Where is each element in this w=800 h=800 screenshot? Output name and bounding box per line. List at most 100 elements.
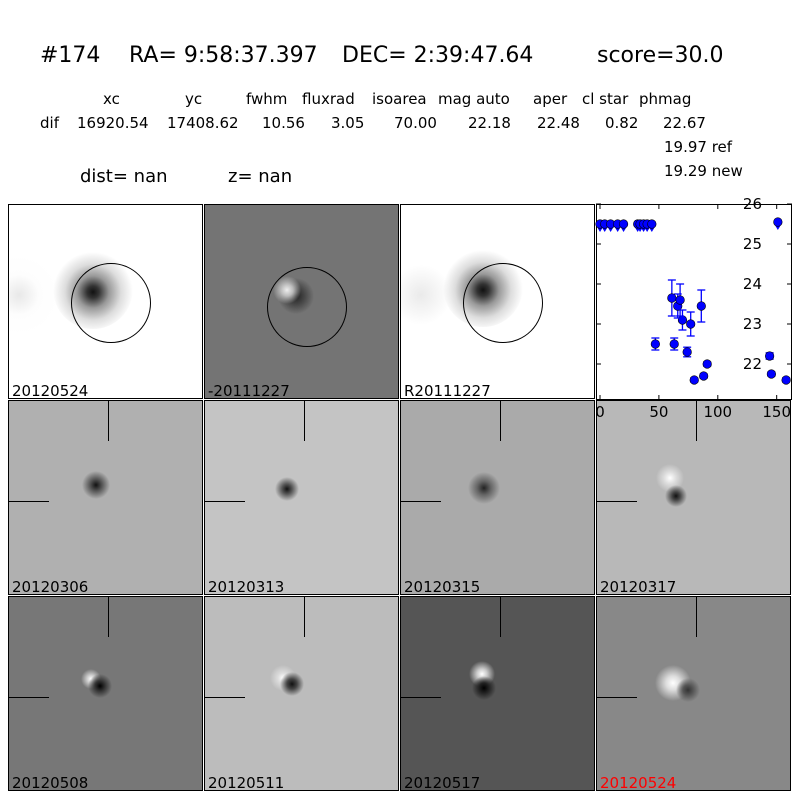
source-blob [663,483,689,509]
stamp-epoch: 20120508 [8,596,203,791]
stamp-label: 20120517 [404,774,481,791]
stamp-label: 20120511 [208,774,285,791]
col-mag-auto: mag auto [438,90,510,108]
col-xc: xc [103,90,120,108]
source-blob [466,466,506,506]
crosshair-vertical [696,597,697,637]
new-mag: 19.29 new [664,162,743,180]
data-point [781,375,791,385]
aperture-circle [267,267,347,347]
col-aper: aper [533,90,568,108]
data-point [765,351,775,361]
dist: dist= nan [80,166,168,187]
stamp-epoch: 20120313 [204,400,399,595]
candidate-id: #174 [40,43,101,68]
score: score=30.0 [597,43,724,68]
col-yc: yc [185,90,203,108]
data-point [675,295,685,305]
upper-limit-point [618,219,629,229]
source-blob [271,473,301,503]
source-blob [469,673,499,703]
val-xc: 16920.54 [77,114,149,132]
data-point [682,347,692,357]
y-tick-label: 24 [743,275,762,293]
val-mag-auto: 22.18 [468,114,511,132]
stamp-epoch: 20120306 [8,400,203,595]
stamp-new: 20120524 [8,204,203,399]
crosshair-vertical [500,597,501,637]
val-fwhm: 10.56 [262,114,305,132]
crosshair-horizontal [401,501,441,502]
crosshair-vertical [108,597,109,637]
crosshair-horizontal [9,697,49,698]
data-point [669,339,679,349]
x-tick-label: 0 [595,403,605,421]
crosshair-horizontal [597,697,637,698]
y-tick-label: 23 [743,315,762,333]
data-point [689,375,699,385]
row-label: dif [40,114,59,132]
crosshair-horizontal [9,501,49,502]
data-point [699,371,709,381]
val-aper: 22.48 [537,114,580,132]
stamp-ref: R20111227 [400,204,595,399]
source-blob [673,675,703,705]
data-point [667,293,677,303]
data-point [650,339,660,349]
stamp-diff: -20111227 [204,204,399,399]
stamp-epoch: 20120315 [400,400,595,595]
stamp-label: 20120317 [600,578,677,595]
col-fluxrad: fluxrad [302,90,355,108]
stamp-label: 20120524 [600,774,677,791]
source-blob [85,671,115,701]
val-yc: 17408.62 [167,114,239,132]
crosshair-vertical [304,597,305,637]
val-fluxrad: 3.05 [331,114,365,132]
crosshair-horizontal [205,697,245,698]
stamp-label: R20111227 [404,382,491,399]
stamp-epoch: 20120317 [596,400,791,595]
aperture-circle [71,263,151,343]
upper-limit-point [647,219,657,229]
col-phmag: phmag [639,90,692,108]
col-fwhm: fwhm [246,90,288,108]
ref-mag: 19.97 ref [664,138,733,156]
stamp-epoch: 20120524 [596,596,791,791]
stamp-label: 20120313 [208,578,285,595]
crosshair-vertical [500,401,501,441]
crosshair-vertical [696,401,697,441]
col-isoarea: isoarea [372,90,427,108]
crosshair-horizontal [597,501,637,502]
val-phmag: 22.67 [663,114,706,132]
data-point [702,359,712,369]
ra: RA= 9:58:37.397 [129,43,318,68]
data-point [766,369,776,379]
x-tick-label: 100 [703,403,732,421]
val-isoarea: 70.00 [394,114,437,132]
val-cl-star: 0.82 [605,114,639,132]
stamp-label: 20120315 [404,578,481,595]
crosshair-vertical [304,401,305,441]
stamp-epoch: 20120511 [204,596,399,791]
z: z= nan [228,166,293,187]
data-point [686,319,696,329]
stamp-label: -20111227 [208,382,290,399]
stamp-label: 20120508 [12,774,89,791]
crosshair-horizontal [401,697,441,698]
aperture-circle [463,263,543,343]
crosshair-horizontal [205,501,245,502]
x-tick-label: 150 [762,403,791,421]
stamp-label: 20120306 [12,578,89,595]
data-point [696,301,706,311]
data-point [677,315,688,325]
stamp-label: 20120524 [12,382,89,399]
plot-frame [596,204,792,400]
crosshair-vertical [108,401,109,441]
light-curve-chart: 0 50 100 150 22 23 24 25 26 [595,195,792,421]
dec: DEC= 2:39:47.64 [342,43,534,68]
y-tick-label: 26 [743,195,762,213]
upper-limit-point [773,217,783,227]
y-tick-label: 25 [743,235,762,253]
source-blob [81,463,111,503]
